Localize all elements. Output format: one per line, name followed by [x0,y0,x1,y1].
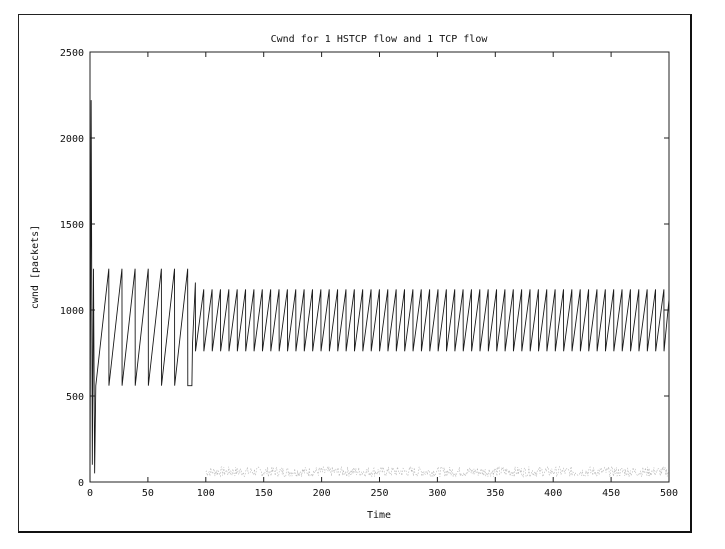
y-tick-label: 1500 [60,220,84,231]
figure-frame [18,14,692,533]
x-axis: 0 50 100 150 200 250 300 350 400 450 500 [87,52,678,499]
x-tick-label: 200 [313,488,331,499]
x-tick-label: 250 [370,488,388,499]
x-tick-label: 350 [486,488,504,499]
series-line-tcp [205,465,669,478]
series-line-hstcp [89,100,670,483]
y-tick-label: 2000 [60,134,84,145]
y-axis-label: cwnd [packets] [30,225,41,309]
x-tick-label: 500 [660,488,678,499]
x-tick-label: 50 [142,488,154,499]
x-tick-label: 400 [544,488,562,499]
x-tick-label: 300 [428,488,446,499]
chart-title: Cwnd for 1 HSTCP flow and 1 TCP flow [271,34,489,45]
y-tick-label: 500 [66,392,84,403]
x-tick-label: 150 [255,488,273,499]
plot-area [89,51,670,483]
x-tick-label: 450 [602,488,620,499]
y-tick-label: 1000 [60,306,84,317]
series-layer [89,100,670,483]
x-axis-label: Time [367,510,391,521]
y-tick-label: 2500 [60,48,84,59]
x-tick-label: 100 [197,488,215,499]
y-tick-label: 0 [78,478,84,489]
y-axis: 0 500 1000 1500 2000 2500 [60,48,669,489]
x-tick-label: 0 [87,488,93,499]
